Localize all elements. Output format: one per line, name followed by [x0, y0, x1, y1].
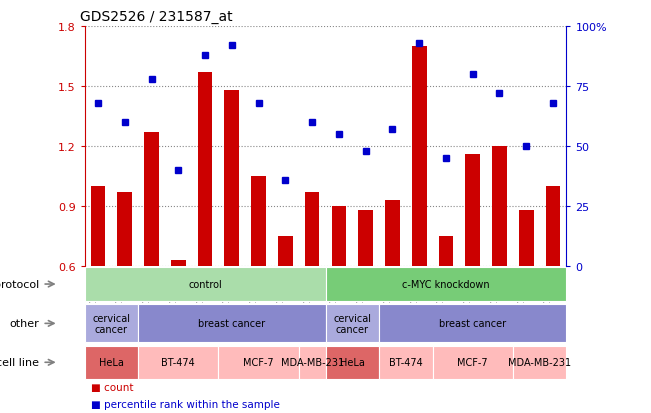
Text: ■ count: ■ count — [91, 382, 133, 392]
Text: breast cancer: breast cancer — [439, 318, 506, 329]
Text: GSM136087: GSM136087 — [249, 266, 258, 321]
Text: breast cancer: breast cancer — [199, 318, 266, 329]
Bar — [379, 305, 566, 342]
Bar — [138, 346, 219, 379]
Bar — [432, 346, 513, 379]
Text: GSM136097: GSM136097 — [116, 266, 125, 321]
Bar — [144, 133, 159, 266]
Text: GSM136081: GSM136081 — [169, 266, 178, 321]
Text: protocol: protocol — [0, 279, 39, 290]
Bar — [326, 305, 379, 342]
Bar — [385, 200, 400, 266]
Bar — [225, 91, 239, 266]
Text: c-MYC knockdown: c-MYC knockdown — [402, 279, 490, 290]
Text: MCF-7: MCF-7 — [243, 357, 274, 368]
Text: HeLa: HeLa — [340, 357, 365, 368]
Text: cervical
cancer: cervical cancer — [92, 313, 130, 335]
Text: BT-474: BT-474 — [161, 357, 195, 368]
Text: GSM136091: GSM136091 — [303, 266, 312, 321]
Bar — [305, 192, 320, 266]
Text: GSM136083: GSM136083 — [196, 266, 205, 321]
Bar — [379, 346, 432, 379]
Text: ■ percentile rank within the sample: ■ percentile rank within the sample — [91, 399, 280, 409]
Text: GSM136086: GSM136086 — [464, 266, 473, 321]
Text: other: other — [9, 318, 39, 329]
Text: MCF-7: MCF-7 — [458, 357, 488, 368]
Bar — [546, 187, 561, 266]
Text: control: control — [188, 279, 222, 290]
Bar — [85, 268, 326, 301]
Text: GSM136079: GSM136079 — [143, 266, 152, 321]
Text: GSM136088: GSM136088 — [490, 266, 499, 321]
Bar — [278, 236, 293, 266]
Bar — [138, 305, 326, 342]
Bar — [198, 73, 212, 266]
Text: GSM136092: GSM136092 — [544, 266, 553, 321]
Text: GSM136085: GSM136085 — [223, 266, 232, 321]
Text: cell line: cell line — [0, 357, 39, 368]
Text: GSM136095: GSM136095 — [89, 266, 98, 321]
Bar — [513, 346, 566, 379]
Bar — [85, 305, 138, 342]
Text: GSM136082: GSM136082 — [410, 266, 419, 321]
Bar — [358, 211, 373, 266]
Text: GSM136080: GSM136080 — [383, 266, 393, 321]
Bar — [326, 268, 566, 301]
Bar — [171, 261, 186, 266]
Bar — [519, 211, 534, 266]
Bar — [412, 47, 426, 266]
Text: MDA-MB-231: MDA-MB-231 — [281, 357, 344, 368]
Bar — [117, 192, 132, 266]
Bar — [326, 346, 379, 379]
Bar — [299, 346, 326, 379]
Text: GSM136089: GSM136089 — [277, 266, 285, 321]
Bar — [219, 346, 299, 379]
Text: GSM136084: GSM136084 — [437, 266, 446, 321]
Text: cervical
cancer: cervical cancer — [333, 313, 371, 335]
Text: GSM136096: GSM136096 — [330, 266, 339, 321]
Bar — [439, 236, 453, 266]
Text: BT-474: BT-474 — [389, 357, 422, 368]
Bar — [465, 154, 480, 266]
Text: HeLa: HeLa — [99, 357, 124, 368]
Bar — [90, 187, 105, 266]
Text: GDS2526 / 231587_at: GDS2526 / 231587_at — [80, 10, 232, 24]
Bar — [85, 346, 138, 379]
Bar — [251, 177, 266, 266]
Text: GSM136098: GSM136098 — [357, 266, 366, 321]
Text: MDA-MB-231: MDA-MB-231 — [508, 357, 571, 368]
Text: GSM136090: GSM136090 — [518, 266, 526, 321]
Bar — [492, 147, 507, 266]
Bar — [331, 206, 346, 266]
